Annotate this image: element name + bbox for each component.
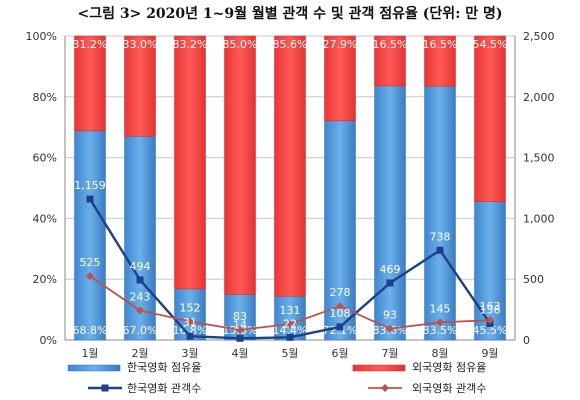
legend-label-foreign-audience: 외국영화 관객수	[412, 382, 486, 395]
bar-korean-share	[174, 288, 206, 341]
y-right-tick-label: 1,000	[523, 212, 555, 225]
foreign-share-label: 54.5%	[473, 38, 508, 51]
foreign-audience-marker	[436, 318, 444, 327]
korean-audience-marker	[386, 279, 394, 287]
y-left-tick-label: 20%	[33, 273, 57, 286]
bar-foreign-share	[374, 35, 406, 87]
foreign-audience-marker	[286, 320, 294, 329]
foreign-audience-value-label: 278	[330, 286, 351, 299]
korean-audience-marker	[86, 195, 94, 203]
foreign-share-label: 85.6%	[273, 38, 308, 51]
x-category-label: 8월	[431, 347, 448, 360]
x-category-label: 4월	[231, 347, 248, 360]
y-right-tick-label: 0	[523, 334, 530, 347]
foreign-audience-marker	[386, 324, 394, 333]
korean-audience-value-label: 31	[183, 316, 197, 329]
korean-audience-marker	[236, 334, 244, 342]
korean-audience-value-label: 136	[480, 303, 501, 316]
korean-share-label: 67.0%	[123, 324, 158, 337]
korean-audience-value-label: 14	[233, 318, 247, 331]
foreign-audience-value-label: 525	[80, 256, 101, 269]
foreign-share-label: 27.9%	[323, 38, 358, 51]
plot-area: 0% 20% 40% 60% 80% 100% 0 500 1,000 1,500 2,000 2,5…	[26, 30, 555, 395]
x-category-label: 5월	[281, 347, 298, 360]
y-left-tick-label: 80%	[33, 91, 57, 104]
foreign-audience-value-label: 131	[280, 304, 301, 317]
foreign-audience-value-label: 163	[480, 300, 501, 313]
foreign-audience-marker	[186, 317, 194, 326]
y-right-tick-label: 1,500	[523, 152, 555, 165]
korean-share-label: 68.8%	[73, 324, 108, 337]
bar-foreign-share	[224, 35, 256, 295]
x-category-label: 1월	[81, 347, 98, 360]
legend-marker-foreign-audience	[381, 384, 389, 392]
foreign-share-label: 31.2%	[73, 38, 108, 51]
bar-korean-share	[424, 85, 456, 341]
foreign-share-label: 16.5%	[423, 38, 458, 51]
foreign-audience-marker	[336, 302, 344, 311]
korean-audience-value-label: 1,159	[74, 179, 106, 192]
y-left-tick-label: 60%	[33, 152, 57, 165]
bar-foreign-share	[174, 35, 206, 290]
foreign-audience-marker	[86, 272, 94, 281]
foreign-audience-value-label: 152	[180, 302, 201, 315]
legend-label-foreign-share: 외국영화 점유율	[412, 361, 486, 374]
x-category-label: 7월	[381, 347, 398, 360]
korean-audience-value-label: 22	[283, 317, 297, 330]
korean-audience-value-label: 108	[330, 307, 351, 320]
foreign-audience-marker	[236, 325, 244, 334]
y-left-tick-label: 100%	[26, 30, 57, 43]
foreign-audience-marker	[136, 306, 144, 315]
bar-foreign-share	[424, 35, 456, 87]
foreign-audience-value-label: 83	[233, 310, 247, 323]
korean-audience-marker	[186, 332, 194, 340]
korean-audience-value-label: 469	[380, 263, 401, 276]
x-category-label: 6월	[331, 347, 348, 360]
korean-audience-marker	[336, 323, 344, 331]
legend-swatch-korean-share	[67, 364, 121, 372]
legend-swatch-foreign-share	[352, 364, 406, 372]
bar-foreign-share	[274, 35, 306, 297]
x-category-label: 9월	[481, 347, 498, 360]
y-left-tick-label: 0%	[40, 334, 57, 347]
foreign-audience-value-label: 145	[430, 302, 451, 315]
chart-title: <그림 3> 2020년 1~9월 월별 관객 수 및 관객 점유율 (단위: …	[77, 5, 502, 22]
korean-share-label: 83.5%	[423, 324, 458, 337]
bar-korean-share	[74, 130, 106, 341]
korean-share-label: 14.4%	[273, 324, 308, 337]
bar-foreign-share	[74, 35, 106, 132]
bar-korean-share	[124, 136, 156, 341]
x-category-label: 2월	[131, 347, 148, 360]
korean-audience-marker	[436, 246, 444, 254]
korean-share-label: 45.5%	[473, 324, 508, 337]
foreign-share-label: 83.2%	[173, 38, 208, 51]
y-right-tick-label: 500	[523, 273, 544, 286]
legend-label-korean-share: 한국영화 점유율	[127, 361, 201, 374]
y-right-tick-label: 2,500	[523, 30, 555, 43]
bar-korean-share	[374, 85, 406, 341]
foreign-audience-marker	[486, 316, 494, 325]
korean-audience-marker	[136, 276, 144, 284]
korean-audience-value-label: 738	[430, 230, 451, 243]
y-left-tick-label: 40%	[33, 212, 57, 225]
bar-foreign-share	[474, 35, 506, 202]
foreign-audience-value-label: 243	[130, 290, 151, 303]
korean-audience-marker	[286, 333, 294, 341]
foreign-share-label: 85.0%	[223, 38, 258, 51]
foreign-audience-value-label: 93	[383, 309, 397, 322]
korean-audience-value-label: 494	[130, 260, 151, 273]
korean-share-label: 72.1%	[323, 324, 358, 337]
foreign-share-label: 33.0%	[123, 38, 158, 51]
y-right-tick-label: 2,000	[523, 91, 555, 104]
bar-foreign-share	[324, 35, 356, 122]
x-category-label: 3월	[181, 347, 198, 360]
bar-foreign-share	[124, 35, 156, 137]
legend-marker-korean-audience	[101, 384, 109, 392]
foreign-share-label: 16.5%	[373, 38, 408, 51]
legend-label-korean-audience: 한국영화 관객수	[127, 382, 201, 395]
